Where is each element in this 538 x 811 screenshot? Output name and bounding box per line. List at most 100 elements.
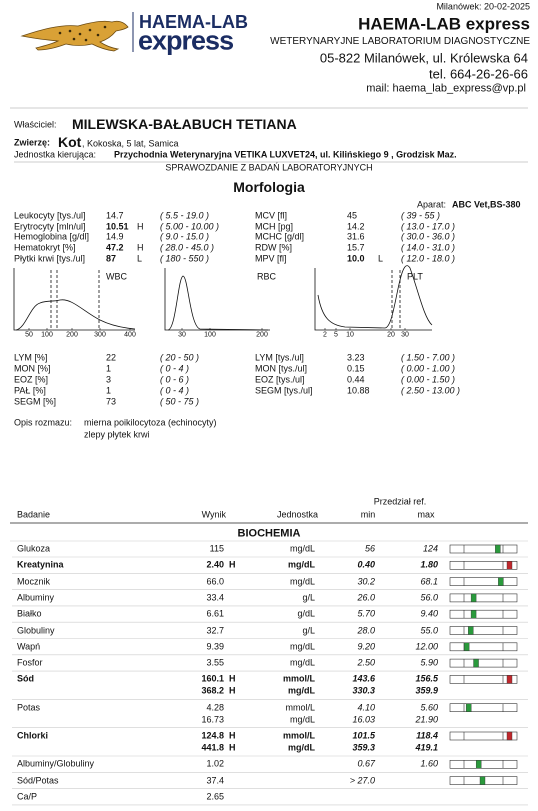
ref-max: 5.60 xyxy=(420,702,438,713)
test-unit: g/L xyxy=(302,625,315,635)
section-title: Morfologia xyxy=(233,179,305,195)
report-date: Milanówek: 20-02-2025 xyxy=(436,1,530,12)
test-unit: mg/dL xyxy=(289,576,315,587)
test-result: 16.73 xyxy=(201,714,224,725)
histogram-tick-label: 300 xyxy=(94,331,106,339)
param-value: 10.51 xyxy=(106,221,129,232)
result-marker xyxy=(498,577,504,586)
range-bar xyxy=(449,759,518,769)
device-label: Aparat: xyxy=(417,199,447,210)
histogram-tick-label: 100 xyxy=(204,331,216,339)
owner-label: Właściciel: xyxy=(14,119,57,130)
test-name: Potas xyxy=(17,702,41,713)
ref-min: 28.0 xyxy=(357,625,375,635)
test-name: Sód xyxy=(17,673,34,684)
range-bar xyxy=(449,658,518,668)
column-header: Wynik xyxy=(201,509,226,520)
range-bar xyxy=(449,560,518,570)
param-range: ( 2.50 - 13.00 ) xyxy=(401,385,461,396)
param-name: MON [%] xyxy=(14,363,51,374)
param-value: 3.23 xyxy=(347,352,365,363)
range-bar xyxy=(449,626,518,635)
histogram-label: PLT xyxy=(407,271,423,282)
test-unit: g/L xyxy=(302,592,315,603)
param-flag: H xyxy=(137,242,144,253)
ref-min: 56 xyxy=(364,543,375,554)
param-name: MON [tys./ul] xyxy=(255,363,308,374)
ref-max: 118.4 xyxy=(416,730,438,741)
param-range: ( 5.5 - 19.0 ) xyxy=(160,210,210,221)
ref-max: 68.1 xyxy=(420,576,438,587)
histogram-tick-label: 200 xyxy=(66,331,78,339)
column-header: Badanie xyxy=(17,509,51,520)
ref-min: 2.50 xyxy=(357,657,375,668)
ref-max: 56.0 xyxy=(420,592,438,603)
smear-text: zlepy płytek krwi xyxy=(84,429,150,440)
ref-min: 16.03 xyxy=(352,714,375,725)
param-name: SEGM [tys./ul] xyxy=(255,385,313,396)
ref-max: 124 xyxy=(422,543,438,554)
ref-max: 21.90 xyxy=(415,714,438,725)
ref-min: 0.67 xyxy=(357,758,375,769)
param-range: ( 20 - 50 ) xyxy=(160,352,200,363)
test-unit: g/dL xyxy=(297,608,315,619)
param-range: ( 14.0 - 31.0 ) xyxy=(401,242,456,253)
param-name: MCV [fl] xyxy=(255,210,288,221)
ref-min: 0.40 xyxy=(357,559,375,570)
logo-cheetah xyxy=(20,20,129,52)
test-result: 115 xyxy=(209,543,224,554)
company-phone: tel. 664-26-26-66 xyxy=(428,66,528,82)
param-range: ( 13.0 - 17.0 ) xyxy=(401,221,456,232)
range-bar xyxy=(449,609,518,619)
ref-max: 419.1 xyxy=(415,742,438,753)
param-name: LYM [%] xyxy=(14,352,48,363)
ref-max: 359.9 xyxy=(415,685,438,696)
column-header: min xyxy=(360,509,376,520)
ref-min: 30.2 xyxy=(357,576,375,587)
test-unit: mg/dL xyxy=(289,543,315,554)
smear-label: Opis rozmazu: xyxy=(14,417,73,428)
histogram-tick-label: 5 xyxy=(334,331,338,339)
histogram-tick-label: 400 xyxy=(124,331,136,339)
param-name: LYM [tys./ul] xyxy=(255,352,304,363)
param-value: 45 xyxy=(347,210,358,221)
param-value: 10.0 xyxy=(347,253,365,264)
param-value: 47.2 xyxy=(106,242,124,253)
unit-label: Jednostka kierująca: xyxy=(14,149,97,160)
ref-min: 143.6 xyxy=(352,673,375,684)
result-marker xyxy=(495,544,501,554)
test-flag: H xyxy=(229,559,236,570)
test-name: Albuminy xyxy=(17,592,55,603)
test-result: 4.28 xyxy=(206,702,224,713)
result-marker xyxy=(470,593,477,603)
company-email: mail: haema_lab_express@vp.pl xyxy=(366,82,526,95)
section-title: BIOCHEMIA xyxy=(237,527,301,540)
device: ABC Vet,BS-380 xyxy=(452,199,521,210)
result-marker xyxy=(506,675,513,684)
histogram-label: WBC xyxy=(106,271,127,282)
ref-max: 12.00 xyxy=(415,641,438,652)
ref-max: 9.40 xyxy=(420,608,438,619)
param-range: ( 9.0 - 15.0 ) xyxy=(160,231,210,242)
ref-max: 55.0 xyxy=(420,625,438,635)
test-name: Chlorki xyxy=(17,730,49,741)
result-marker xyxy=(468,626,474,635)
range-bar xyxy=(449,703,518,713)
param-value: 1 xyxy=(106,385,112,396)
ref-max: 5.90 xyxy=(420,657,438,668)
test-flag: H xyxy=(229,730,236,741)
param-name: Erytrocyty [mln/ul] xyxy=(14,221,86,232)
report-title: SPRAWOZDANIE Z BADAŃ LABORATORYJNYCH xyxy=(165,162,373,173)
referring-unit: Przychodnia Weterynaryjna VETIKA LUXVET2… xyxy=(114,149,457,160)
test-name: Globuliny xyxy=(17,625,55,635)
wbc-histogram xyxy=(13,268,136,331)
result-marker xyxy=(470,610,477,619)
param-range: ( 39 - 55 ) xyxy=(401,210,441,221)
test-unit: mg/dL xyxy=(289,641,315,652)
param-value: 14.7 xyxy=(106,210,124,221)
param-flag: L xyxy=(137,253,143,264)
logo-top: HAEMA-LAB xyxy=(139,12,248,32)
param-range: ( 30.0 - 36.0 ) xyxy=(401,231,456,242)
